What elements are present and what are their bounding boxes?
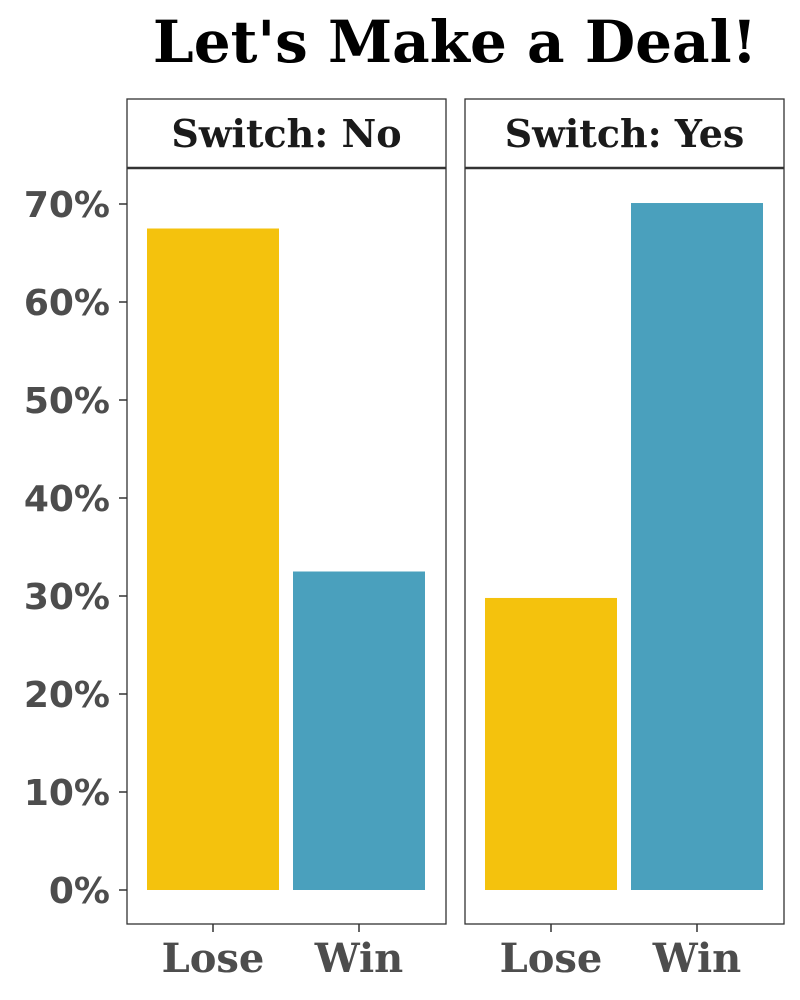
y-tick-label: 50% [24,381,110,422]
facet-panel: Switch: No Lose Win [126,98,447,982]
y-tick-label: 10% [24,773,110,814]
x-tick-label: Win [652,935,742,982]
y-tick-label: 60% [24,283,110,324]
y-tick-label: 20% [24,675,110,716]
bar-lose [485,597,617,890]
panels: Switch: No Lose Win Switch: Yes Lose Win [126,98,785,982]
facet-strip-label: Switch: Yes [505,111,745,156]
y-tick-label: 40% [24,479,110,520]
y-tick-label: 30% [24,577,110,618]
x-tick-label: Lose [500,935,603,982]
x-tick-label: Lose [162,935,265,982]
chart-title: Let's Make a Deal! [153,8,757,76]
y-tick-label: 0% [49,871,110,912]
x-tick-label: Win [314,935,404,982]
bar-win [631,203,763,890]
facet-strip-label: Switch: No [171,111,401,156]
facet-panel: Switch: Yes Lose Win [464,98,785,982]
y-axis: 0% 10% 20% 30% 40% 50% 60% 70% [24,185,127,912]
y-tick-label: 70% [24,185,110,226]
bar-lose [147,228,279,890]
bar-win [293,571,425,890]
